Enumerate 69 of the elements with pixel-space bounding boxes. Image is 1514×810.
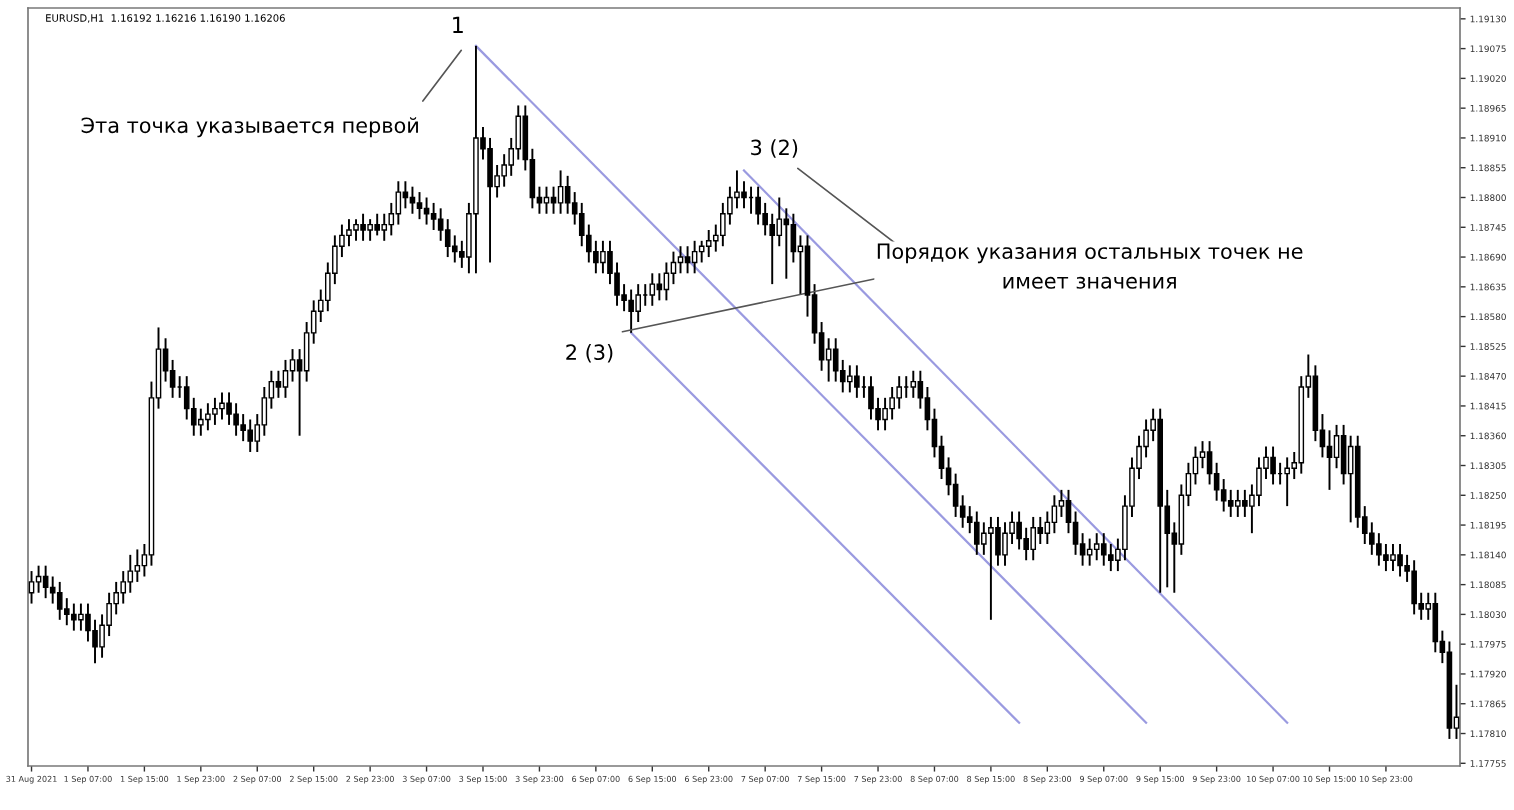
annotation: Порядок указания остальных точек не имеет значения bbox=[877, 243, 1303, 289]
candlestick bbox=[35, 564, 42, 594]
candlestick bbox=[670, 250, 677, 286]
candlestick bbox=[1242, 488, 1248, 518]
candlestick bbox=[1030, 515, 1037, 562]
candlestick bbox=[847, 364, 853, 394]
candlestick bbox=[134, 548, 141, 583]
candlestick bbox=[1270, 445, 1276, 486]
candlestick bbox=[1199, 440, 1206, 470]
candlestick bbox=[741, 180, 747, 210]
candlestick bbox=[1051, 494, 1058, 535]
annotation: 1 bbox=[453, 16, 463, 33]
candlestick bbox=[212, 396, 218, 426]
annotation: 2 (3) bbox=[566, 343, 613, 363]
candlestick bbox=[1100, 532, 1107, 567]
candlestick bbox=[1284, 456, 1290, 508]
candlestick bbox=[198, 407, 204, 437]
candlestick bbox=[395, 180, 402, 226]
candlestick bbox=[367, 218, 373, 242]
candlestick bbox=[910, 369, 917, 399]
candlestick bbox=[705, 229, 712, 259]
candlestick bbox=[1326, 429, 1333, 491]
candlestick bbox=[28, 570, 35, 605]
candlestick bbox=[1390, 543, 1396, 573]
candlestick bbox=[600, 239, 606, 275]
candlestick bbox=[1411, 559, 1417, 616]
candlestick bbox=[360, 212, 366, 242]
candlestick bbox=[56, 580, 63, 621]
candlestick bbox=[854, 364, 860, 399]
candlestick bbox=[988, 515, 994, 621]
annotation: Эта точка указывается первой bbox=[81, 117, 418, 138]
candlestick bbox=[219, 391, 225, 421]
candlestick bbox=[205, 402, 211, 432]
candlestick bbox=[684, 245, 691, 275]
candlestick bbox=[973, 510, 980, 556]
candlestick bbox=[1397, 543, 1403, 578]
candlestick bbox=[783, 207, 790, 280]
candlestick bbox=[353, 218, 359, 242]
candlestick bbox=[1058, 488, 1065, 518]
candlestick bbox=[825, 337, 832, 383]
candlestick bbox=[649, 272, 656, 307]
candlestick bbox=[282, 358, 289, 399]
candlestick bbox=[557, 169, 564, 215]
candlestick bbox=[543, 185, 550, 215]
candlestick bbox=[656, 272, 663, 302]
candlestick bbox=[1093, 532, 1100, 562]
candlestick bbox=[1234, 488, 1241, 518]
candlestick bbox=[550, 185, 557, 215]
candlestick bbox=[1037, 515, 1044, 545]
candlestick bbox=[1333, 423, 1340, 470]
candlestick bbox=[247, 418, 254, 453]
candlestick bbox=[430, 201, 437, 231]
candlestick bbox=[564, 174, 571, 215]
candlestick bbox=[374, 212, 380, 237]
candlestick bbox=[409, 185, 416, 215]
candlestick bbox=[437, 207, 444, 242]
candlestick bbox=[1086, 537, 1093, 567]
candlestick bbox=[78, 602, 84, 632]
candlestick bbox=[42, 564, 49, 600]
candlestick bbox=[1206, 440, 1213, 486]
candlestick bbox=[691, 239, 698, 275]
candlestick bbox=[289, 348, 296, 383]
candlestick bbox=[628, 288, 634, 334]
candlestick bbox=[402, 180, 409, 210]
candlestick bbox=[416, 191, 423, 221]
candlestick bbox=[275, 369, 282, 399]
candlestick bbox=[71, 602, 77, 632]
candlestick bbox=[677, 245, 684, 275]
annotation: 3 (2) bbox=[751, 139, 798, 158]
